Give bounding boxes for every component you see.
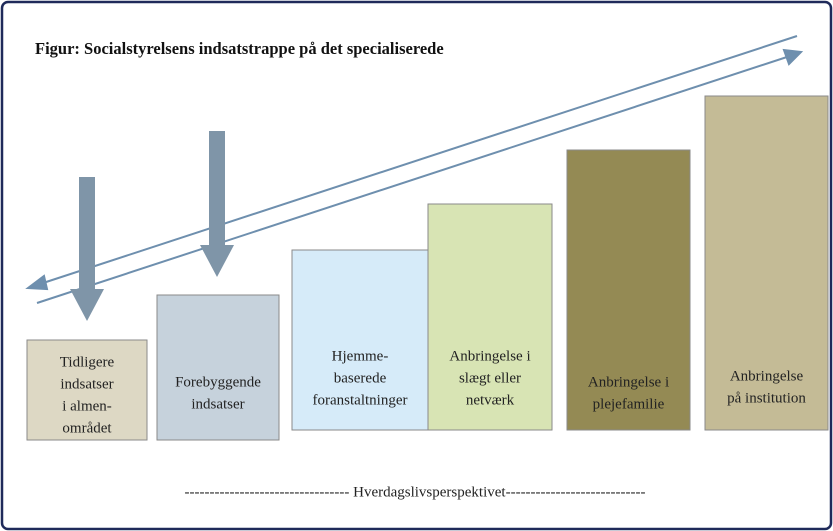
step-box xyxy=(427,203,553,431)
step-label: området xyxy=(62,420,112,436)
step-label: netværk xyxy=(466,392,515,408)
step-label: Anbringelse i xyxy=(449,348,530,364)
step-box xyxy=(26,339,148,441)
step-label: slægt eller xyxy=(459,370,521,386)
step-label: Tidligere xyxy=(60,354,115,370)
step-label: i almen- xyxy=(62,398,112,414)
step-label: indsatser xyxy=(191,396,244,412)
down-arrows xyxy=(70,131,234,321)
step-label: Hjemme- xyxy=(332,348,389,364)
step-box xyxy=(566,149,691,431)
step-label: baserede xyxy=(334,370,387,386)
step-label: indsatser xyxy=(60,376,113,392)
step-box xyxy=(156,294,280,441)
step-label: foranstaltninger xyxy=(313,392,408,408)
perspective-arrows xyxy=(25,35,804,304)
step-label: Forebyggende xyxy=(175,374,261,390)
step-label: på institution xyxy=(727,390,806,406)
step-label: plejefamilie xyxy=(593,396,665,412)
step-label: Anbringelse i xyxy=(588,374,669,390)
step-box xyxy=(704,95,829,431)
step-label: Anbringelse xyxy=(730,368,804,384)
title: Figur: Socialstyrelsens indsatstrappe på… xyxy=(35,39,444,58)
footer: --------------------------------- Hverda… xyxy=(185,484,646,500)
